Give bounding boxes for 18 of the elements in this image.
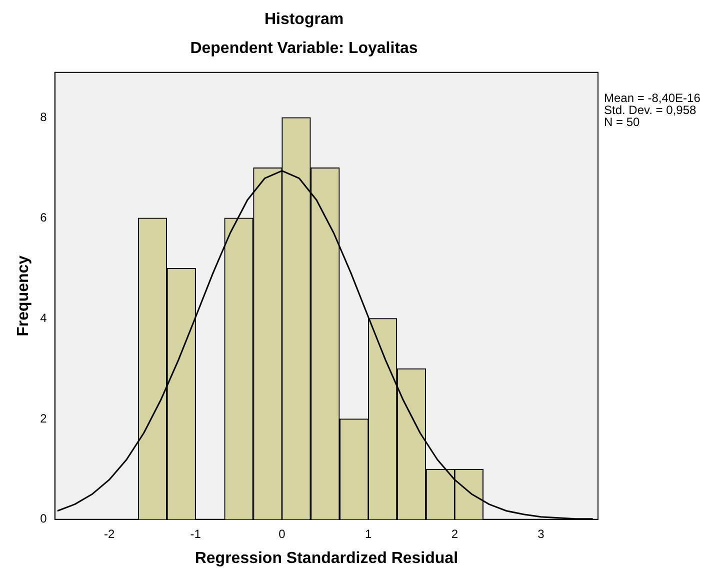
chart-title: Histogram (264, 11, 344, 28)
text: Mean = -8,40E-16 (604, 91, 700, 105)
x-tick-label: 1 (364, 526, 372, 541)
text: Std. Dev. = 0,958 (604, 103, 696, 117)
x-tick-label: -2 (104, 526, 115, 541)
y-tick-label: 4 (40, 310, 48, 325)
y-tick-label: 0 (40, 512, 48, 526)
x-tick-label: 2 (451, 526, 458, 541)
text: N = 50 (604, 115, 641, 129)
x-tick-label: -1 (190, 526, 202, 541)
y-tick-label: 2 (40, 411, 48, 426)
y-tick-label: 6 (40, 210, 48, 224)
x-tick-label: 0 (278, 526, 286, 541)
y-tick-label: 8 (40, 110, 48, 124)
y-axis-title: Frequency (15, 255, 32, 336)
x-axis-title: Regression Standardized Residual (194, 550, 458, 567)
x-tick-label: 3 (538, 526, 545, 541)
chart-subtitle: Dependent Variable: Loyalitas (190, 40, 418, 58)
